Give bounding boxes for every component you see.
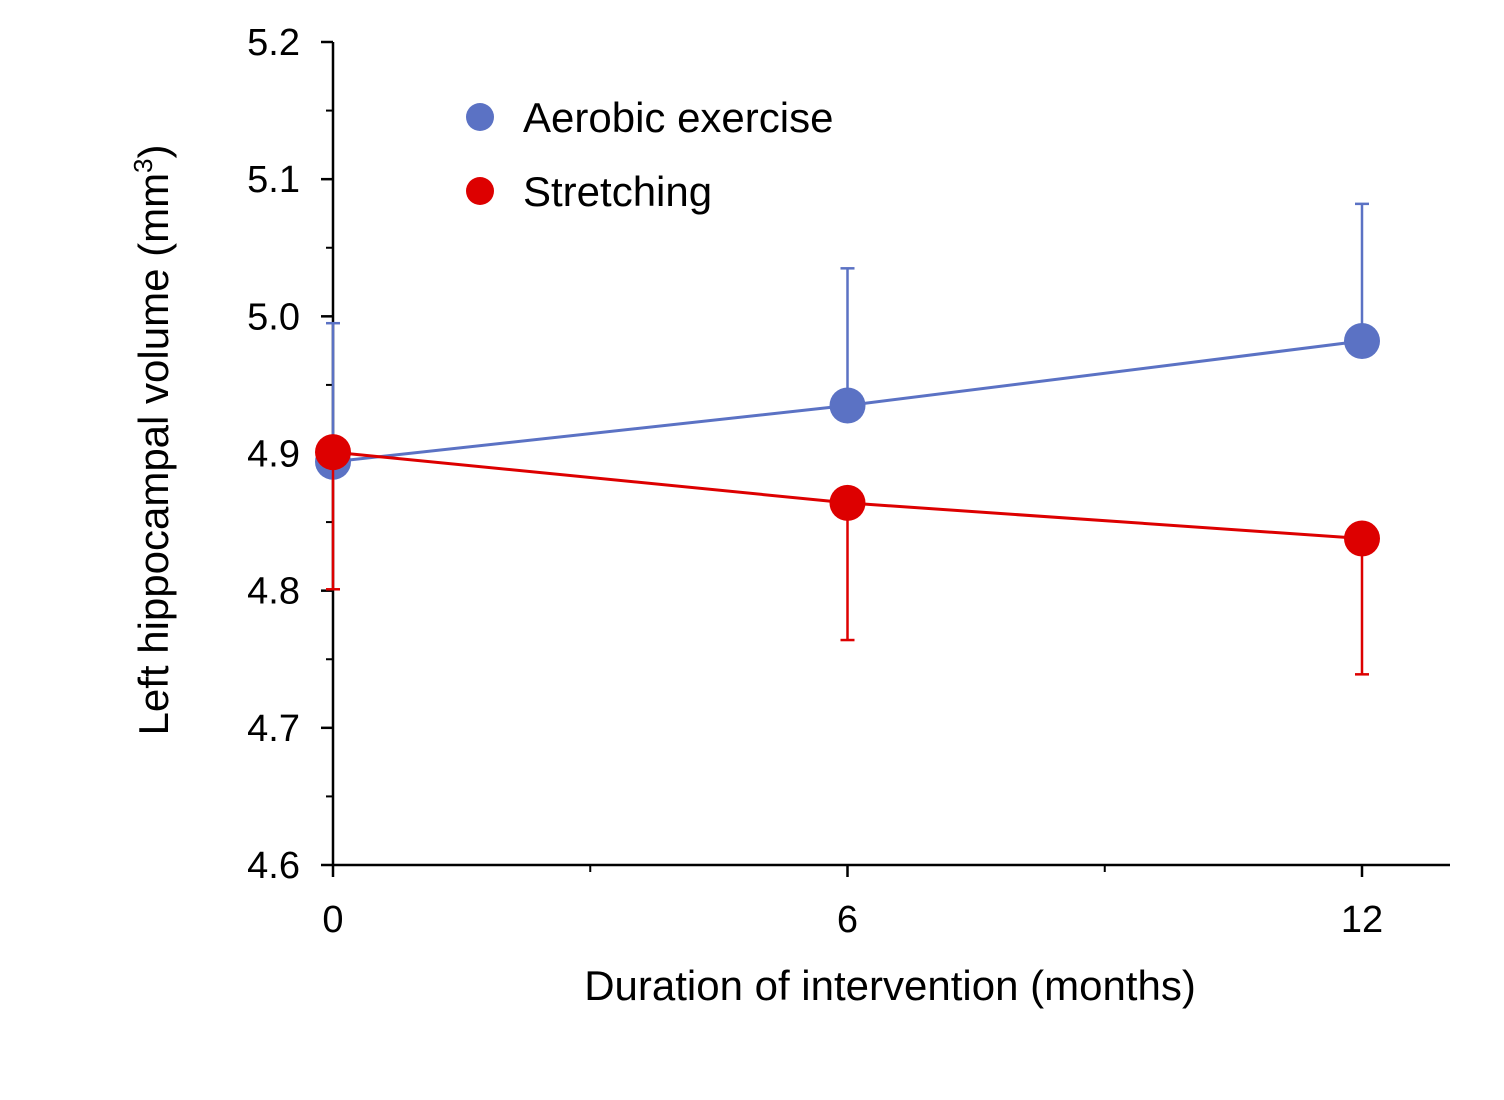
- x-tick-label: 12: [1341, 899, 1383, 941]
- y-axis-ticks: 4.6 4.7 4.8 4.9 5.0 5.1 5.2: [247, 22, 333, 887]
- legend-label: Stretching: [523, 168, 712, 215]
- data-point: [1344, 520, 1380, 557]
- series-aerobic-exercise: [315, 202, 1380, 480]
- x-axis-ticks: 0 6 12: [322, 865, 1383, 941]
- series-stretching: [315, 434, 1380, 676]
- data-point: [829, 484, 866, 521]
- legend-label: Aerobic exercise: [523, 94, 833, 141]
- y-tick-label: 4.7: [247, 708, 300, 750]
- y-tick-label: 4.8: [247, 571, 300, 613]
- data-point: [315, 434, 351, 471]
- y-tick-label: 5.0: [247, 296, 300, 338]
- legend-marker: [466, 103, 494, 131]
- data-point: [829, 387, 866, 424]
- y-axis-title-superscript: 3: [128, 158, 158, 172]
- y-tick-label: 5.1: [247, 159, 300, 201]
- series-layer: [315, 202, 1380, 676]
- y-tick-label: 4.9: [247, 434, 300, 476]
- legend: Aerobic exercise Stretching: [466, 94, 833, 215]
- axes: [331, 42, 1450, 867]
- legend-marker: [466, 177, 494, 205]
- y-tick-label: 4.6: [247, 845, 300, 887]
- y-axis-title: Left hippocampal volume (mm3): [128, 144, 177, 735]
- x-tick-label: 0: [322, 899, 343, 941]
- y-axis-title-main: Left hippocampal volume (mm: [130, 173, 177, 736]
- y-axis-title-close: ): [130, 144, 177, 158]
- x-tick-label: 6: [837, 899, 858, 941]
- data-point: [1344, 323, 1380, 360]
- y-tick-label: 5.2: [247, 22, 300, 64]
- x-axis-title: Duration of intervention (months): [584, 962, 1196, 1009]
